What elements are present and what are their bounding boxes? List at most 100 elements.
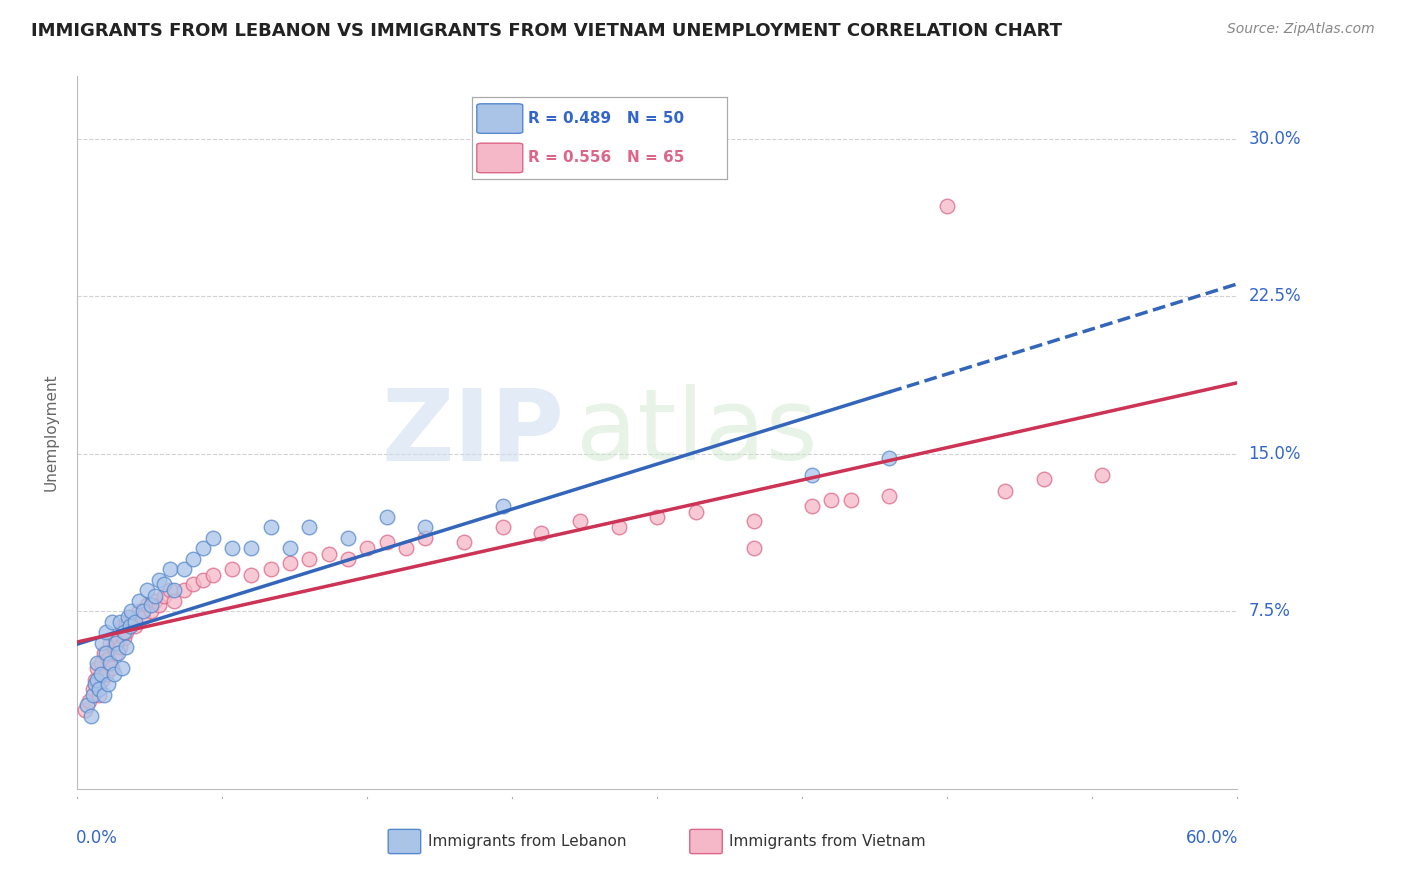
Point — [143, 590, 166, 604]
Point — [91, 635, 114, 649]
Point — [453, 534, 475, 549]
Point — [163, 582, 186, 597]
Point — [607, 520, 630, 534]
Point — [97, 677, 120, 691]
Text: Immigrants from Vietnam: Immigrants from Vietnam — [730, 834, 925, 849]
Point — [173, 582, 195, 597]
Point — [96, 667, 118, 681]
Point — [742, 541, 765, 555]
Point — [148, 573, 170, 587]
Point — [260, 562, 283, 576]
Point — [111, 661, 134, 675]
Point — [105, 646, 127, 660]
Point — [877, 489, 901, 503]
Point — [685, 505, 707, 519]
Point — [492, 499, 515, 513]
Text: atlas: atlas — [576, 384, 818, 481]
Point — [298, 520, 321, 534]
Point — [76, 698, 98, 713]
Point — [87, 681, 110, 696]
Point — [173, 562, 195, 576]
Point — [97, 652, 120, 666]
Point — [112, 632, 135, 646]
Point — [413, 531, 436, 545]
Point — [103, 667, 125, 681]
Point — [278, 556, 301, 570]
Text: Immigrants from Lebanon: Immigrants from Lebanon — [427, 834, 626, 849]
Point — [111, 618, 134, 632]
Point — [118, 618, 141, 632]
Point — [395, 541, 418, 555]
Point — [75, 703, 96, 717]
Point — [139, 604, 162, 618]
Point — [124, 615, 146, 629]
Point — [90, 657, 111, 671]
Point — [375, 509, 398, 524]
Point — [118, 618, 141, 632]
Point — [136, 598, 159, 612]
Point — [124, 618, 146, 632]
Point — [839, 492, 862, 507]
Point — [107, 646, 129, 660]
Point — [163, 593, 186, 607]
Point — [117, 610, 139, 624]
Point — [121, 604, 143, 618]
Text: IMMIGRANTS FROM LEBANON VS IMMIGRANTS FROM VIETNAM UNEMPLOYMENT CORRELATION CHAR: IMMIGRANTS FROM LEBANON VS IMMIGRANTS FR… — [31, 22, 1062, 40]
Point — [114, 640, 136, 654]
Point — [87, 688, 110, 702]
Text: 0.0%: 0.0% — [76, 829, 118, 847]
Point — [221, 541, 243, 555]
Point — [159, 562, 181, 576]
Point — [93, 688, 115, 702]
Point — [820, 492, 842, 507]
Point — [530, 526, 553, 541]
Point — [108, 640, 131, 654]
Point — [86, 657, 108, 671]
Text: 22.5%: 22.5% — [1249, 287, 1301, 305]
Point — [83, 673, 105, 688]
Point — [1033, 472, 1056, 486]
Text: 7.5%: 7.5% — [1249, 602, 1291, 620]
Point — [101, 661, 124, 675]
Point — [86, 673, 108, 688]
Point — [128, 604, 150, 618]
Point — [936, 199, 959, 213]
Text: 30.0%: 30.0% — [1249, 129, 1301, 148]
Point — [103, 640, 125, 654]
Text: 15.0%: 15.0% — [1249, 444, 1301, 463]
Y-axis label: Unemployment: Unemployment — [44, 374, 59, 491]
Point — [121, 610, 143, 624]
Point — [183, 576, 205, 591]
Point — [132, 604, 155, 618]
Point — [105, 635, 127, 649]
Point — [318, 547, 340, 561]
Point — [647, 509, 669, 524]
Point — [337, 551, 360, 566]
Point — [159, 582, 181, 597]
Point — [128, 593, 150, 607]
Point — [82, 681, 104, 696]
Point — [375, 534, 398, 549]
Point — [191, 541, 214, 555]
Point — [569, 514, 592, 528]
Point — [148, 598, 170, 612]
Point — [260, 520, 283, 534]
Point — [132, 610, 155, 624]
Point — [153, 590, 176, 604]
Point — [101, 615, 124, 629]
Point — [98, 635, 121, 649]
Point — [413, 520, 436, 534]
Point — [191, 573, 214, 587]
Point — [82, 688, 104, 702]
Text: ZIP: ZIP — [381, 384, 565, 481]
Point — [994, 484, 1017, 499]
FancyBboxPatch shape — [388, 830, 420, 854]
Text: 60.0%: 60.0% — [1187, 829, 1239, 847]
Point — [93, 646, 115, 660]
Point — [201, 531, 224, 545]
Point — [136, 582, 159, 597]
Point — [801, 467, 824, 482]
Point — [1091, 467, 1114, 482]
Point — [107, 632, 129, 646]
Point — [153, 576, 176, 591]
